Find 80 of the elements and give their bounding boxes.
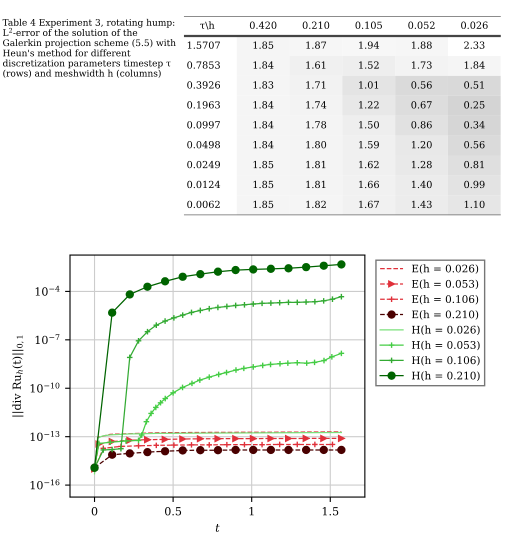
data-label: 1.52 bbox=[359, 61, 379, 69]
y-tick-label: 0.0062 bbox=[187, 200, 220, 208]
data-label: 0.86 bbox=[411, 121, 432, 128]
data-label: 1.62 bbox=[359, 160, 379, 168]
data-label: 0.81 bbox=[464, 160, 484, 168]
data-label: 0.34 bbox=[464, 121, 485, 128]
legend-label: E(h = 0.053) bbox=[412, 280, 478, 290]
data-label: 1.20 bbox=[412, 140, 432, 148]
data-label: 1.85 bbox=[254, 160, 274, 168]
data-label: 1.59 bbox=[359, 140, 379, 148]
data-label: 1.84 bbox=[254, 121, 274, 128]
data-label: 2.33 bbox=[464, 41, 484, 49]
x-tick-label: 0.5 bbox=[165, 507, 182, 516]
y-tick-label: 10$^{−16}$ bbox=[30, 479, 60, 490]
data-label: 1.84 bbox=[254, 61, 274, 69]
data-label: 1.85 bbox=[254, 180, 274, 188]
x-axis-title: t bbox=[216, 524, 220, 532]
x-tick-label: 0.420 bbox=[250, 22, 276, 29]
legend-label: H(h = 0.026) bbox=[412, 326, 480, 336]
x-tick-label: 0.026 bbox=[461, 22, 488, 29]
data-label: 1.94 bbox=[359, 41, 380, 49]
data-label: 0.51 bbox=[464, 81, 484, 89]
data-label: 1.50 bbox=[359, 121, 379, 128]
data-label: 1.84 bbox=[254, 140, 274, 148]
legend-label: E(h = 0.106) bbox=[412, 294, 478, 305]
data-label: 1.88 bbox=[412, 41, 432, 49]
y-tick-label: 10$^{−7}$ bbox=[36, 334, 60, 344]
data-label: 0.56 bbox=[411, 81, 432, 89]
y-tick-label: 0.0997 bbox=[187, 121, 220, 128]
caption: Table 4 Experiment 3, rotating hump: L$^{2}$-error of the solution of the Galerkin projection scheme (5.5) with Heun's method for different discretization parameters timestep τ (rows) and meshwidth h (columns) bbox=[2, 18, 176, 78]
data-label: 1.40 bbox=[412, 180, 432, 188]
data-label: 1.61 bbox=[306, 61, 326, 69]
data-label: 1.83 bbox=[254, 81, 274, 89]
legend-label: E(h = 0.026) bbox=[412, 264, 478, 274]
x-tick-label: 1 bbox=[250, 507, 254, 516]
legend-label: H(h = 0.053) bbox=[412, 340, 480, 350]
y-tick-label: 0.3926 bbox=[187, 81, 220, 89]
y-tick-label: 0.1963 bbox=[187, 101, 220, 109]
y-tick-label: 10$^{−4}$ bbox=[36, 286, 60, 296]
data-label: 0.99 bbox=[464, 180, 485, 188]
x-tick-label: 0 bbox=[92, 507, 98, 516]
data-label: 1.73 bbox=[412, 61, 432, 69]
x-tick-label: 0.210 bbox=[302, 22, 330, 29]
data-label: 1.87 bbox=[306, 41, 326, 49]
data-label: 0.25 bbox=[464, 101, 484, 109]
y-tick-label: 0.0498 bbox=[187, 140, 220, 148]
y-tick-label: 1.5707 bbox=[188, 41, 220, 49]
data-label: 1.78 bbox=[306, 121, 326, 128]
data-label: 1.84 bbox=[464, 61, 485, 69]
data-label: 1.80 bbox=[306, 140, 326, 148]
data-label: 1.71 bbox=[306, 81, 326, 89]
x-tick-label: 1.5 bbox=[322, 507, 338, 516]
data-label: 1.10 bbox=[464, 200, 485, 208]
y-axis-title: ||div Ru$_{h}$(t)||$_{0,1}$ bbox=[12, 336, 24, 417]
data-label: 1.85 bbox=[254, 200, 274, 208]
data-label: 1.74 bbox=[306, 101, 326, 109]
data-label: 1.85 bbox=[254, 41, 274, 49]
data-label: 1.01 bbox=[359, 81, 378, 89]
data-label: 1.81 bbox=[306, 180, 326, 188]
legend-label: H(h = 0.106) bbox=[412, 356, 480, 366]
data-label: 0.56 bbox=[464, 140, 485, 148]
y-tick-label: 0.7853 bbox=[187, 61, 220, 69]
data-label: 1.43 bbox=[412, 200, 432, 208]
data-label: 1.81 bbox=[306, 160, 326, 168]
y-tick-label: 0.0249 bbox=[187, 160, 220, 168]
data-label: 1.84 bbox=[254, 101, 274, 109]
data-label: 1.82 bbox=[306, 200, 326, 208]
y-tick-label: 0.0124 bbox=[187, 180, 220, 188]
x-tick-label: 0.052 bbox=[408, 22, 435, 29]
data-label: 1.28 bbox=[412, 160, 432, 168]
data-label: 1.67 bbox=[359, 200, 379, 208]
text: τ\h bbox=[200, 21, 214, 30]
data-label: 1.66 bbox=[359, 180, 379, 188]
data-label: 0.67 bbox=[411, 101, 432, 109]
y-tick-label: 10$^{−10}$ bbox=[30, 382, 60, 393]
legend-label: E(h = 0.210) bbox=[412, 310, 478, 320]
data-label: 1.22 bbox=[359, 101, 379, 109]
x-tick-label: 0.105 bbox=[355, 22, 382, 29]
y-tick-label: 10$^{−13}$ bbox=[30, 431, 60, 441]
legend-label: H(h = 0.210) bbox=[412, 371, 480, 381]
